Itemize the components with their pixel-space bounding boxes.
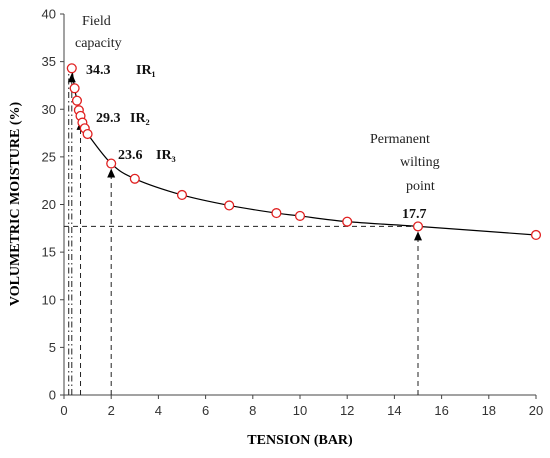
value-label: 17.7 bbox=[402, 207, 427, 222]
y-tick-label: 40 bbox=[42, 7, 56, 22]
value-label: 23.6 bbox=[118, 148, 143, 163]
permanent-wilting-label: wilting bbox=[400, 155, 440, 170]
y-tick-label: 30 bbox=[42, 102, 56, 117]
x-tick-label: 8 bbox=[249, 403, 256, 418]
value-label: 29.3 bbox=[96, 111, 121, 126]
permanent-wilting-label: point bbox=[406, 179, 435, 194]
y-tick-label: 15 bbox=[42, 245, 56, 260]
data-points bbox=[66, 63, 542, 241]
data-point bbox=[106, 158, 117, 169]
data-point bbox=[129, 173, 140, 184]
y-tick-label: 35 bbox=[42, 54, 56, 69]
data-point bbox=[294, 210, 306, 221]
ir-label: IR₃ bbox=[156, 148, 176, 163]
guide-arrowhead bbox=[107, 168, 116, 178]
ir-label: IR₁ bbox=[136, 63, 156, 78]
x-tick-label: 20 bbox=[529, 403, 543, 418]
annotations: Field capacity Permanent wilting point 34.3 IR… bbox=[75, 14, 440, 222]
y-tick-label: 20 bbox=[42, 197, 56, 212]
data-point bbox=[224, 200, 235, 211]
field-capacity-label: Field bbox=[82, 14, 111, 29]
x-axis-title: TENSION (BAR) bbox=[247, 433, 353, 448]
field-capacity-label: capacity bbox=[75, 36, 122, 51]
data-point bbox=[412, 221, 424, 232]
data-point bbox=[342, 216, 353, 227]
y-axis-title: VOLUMETRIC MOISTURE (%) bbox=[8, 102, 23, 307]
data-point bbox=[69, 83, 80, 94]
data-point bbox=[71, 95, 83, 106]
data-point bbox=[530, 229, 542, 241]
y-tick-label: 10 bbox=[42, 292, 56, 307]
y-tick-label: 0 bbox=[49, 388, 56, 403]
x-tick-label: 6 bbox=[202, 403, 209, 418]
x-tick-label: 4 bbox=[155, 403, 162, 418]
data-point bbox=[176, 189, 188, 201]
y-tick-label: 5 bbox=[49, 340, 56, 355]
y-tick-label: 25 bbox=[42, 149, 56, 164]
x-tick-label: 10 bbox=[293, 403, 307, 418]
permanent-wilting-label: Permanent bbox=[370, 132, 430, 147]
axes: 0 2 4 6 8 10 12 14 16 18 20 0 5 10 15 20 25 30 35 40 bbox=[42, 7, 544, 419]
data-point bbox=[82, 128, 93, 140]
data-point bbox=[271, 208, 282, 219]
x-tick-label: 2 bbox=[108, 403, 115, 418]
guide-arrowhead bbox=[414, 231, 422, 241]
x-tick-label: 14 bbox=[387, 403, 401, 418]
x-tick-label: 16 bbox=[434, 403, 448, 418]
data-point bbox=[66, 63, 77, 74]
x-tick-label: 0 bbox=[60, 403, 67, 418]
x-tick-label: 12 bbox=[340, 403, 354, 418]
ir-label: IR₂ bbox=[130, 111, 150, 126]
x-tick-label: 18 bbox=[482, 403, 496, 418]
value-label: 34.3 bbox=[86, 63, 111, 78]
